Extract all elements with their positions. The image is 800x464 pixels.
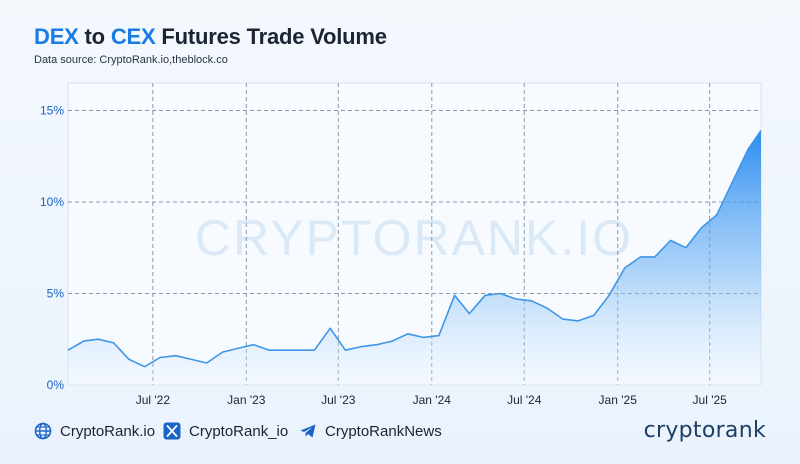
title-cex: CEX: [110, 24, 156, 49]
telegram-icon: [300, 424, 316, 438]
chart-subtitle: Data source: CryptoRank.io,theblock.co: [34, 54, 228, 66]
x-tick-label: Jul '23: [321, 393, 356, 407]
x-logo-icon: [163, 422, 181, 440]
x-tick-label: Jul '24: [507, 393, 542, 407]
y-tick-label: 5%: [47, 286, 65, 300]
footer-link-website[interactable]: CryptoRank.io: [34, 418, 155, 444]
series-area-fill: [68, 130, 761, 385]
series-area: [67, 130, 762, 385]
title-rest: Futures Trade Volume: [155, 24, 387, 49]
watermark: CRYPTORANK.IO: [195, 210, 633, 266]
x-tick-label: Jan '25: [599, 393, 638, 407]
x-tick-label: Jan '23: [227, 393, 266, 407]
x-tick-label: Jul '22: [136, 393, 171, 407]
x-tick-label: Jan '24: [413, 393, 452, 407]
y-tick-label: 0%: [47, 378, 65, 392]
footer: CryptoRank.io CryptoRank_io CryptoRankNe…: [0, 418, 800, 444]
footer-link-telegram[interactable]: CryptoRankNews: [299, 418, 442, 444]
footer-link-x-label: CryptoRank_io: [189, 422, 289, 440]
x-tick-label: Jul '25: [693, 393, 728, 407]
footer-link-website-label: CryptoRank.io: [60, 422, 156, 440]
brand-logo: cryptorank: [643, 418, 766, 443]
series-line: [67, 130, 762, 368]
y-tick-label: 15%: [40, 103, 64, 117]
title-dex: DEX: [34, 24, 79, 49]
footer-link-telegram-label: CryptoRankNews: [325, 422, 442, 440]
footer-link-x[interactable]: CryptoRank_io: [163, 418, 288, 444]
chart-title: DEX to CEX Futures Trade Volume: [34, 24, 387, 50]
globe-icon: [34, 422, 52, 440]
axis-labels: 0% 5% 10% 15% Jul '22 Jan '23 Jul '23 Jan '24 Ju…: [40, 103, 727, 407]
y-tick-label: 10%: [40, 195, 64, 209]
title-to: to: [78, 24, 111, 49]
